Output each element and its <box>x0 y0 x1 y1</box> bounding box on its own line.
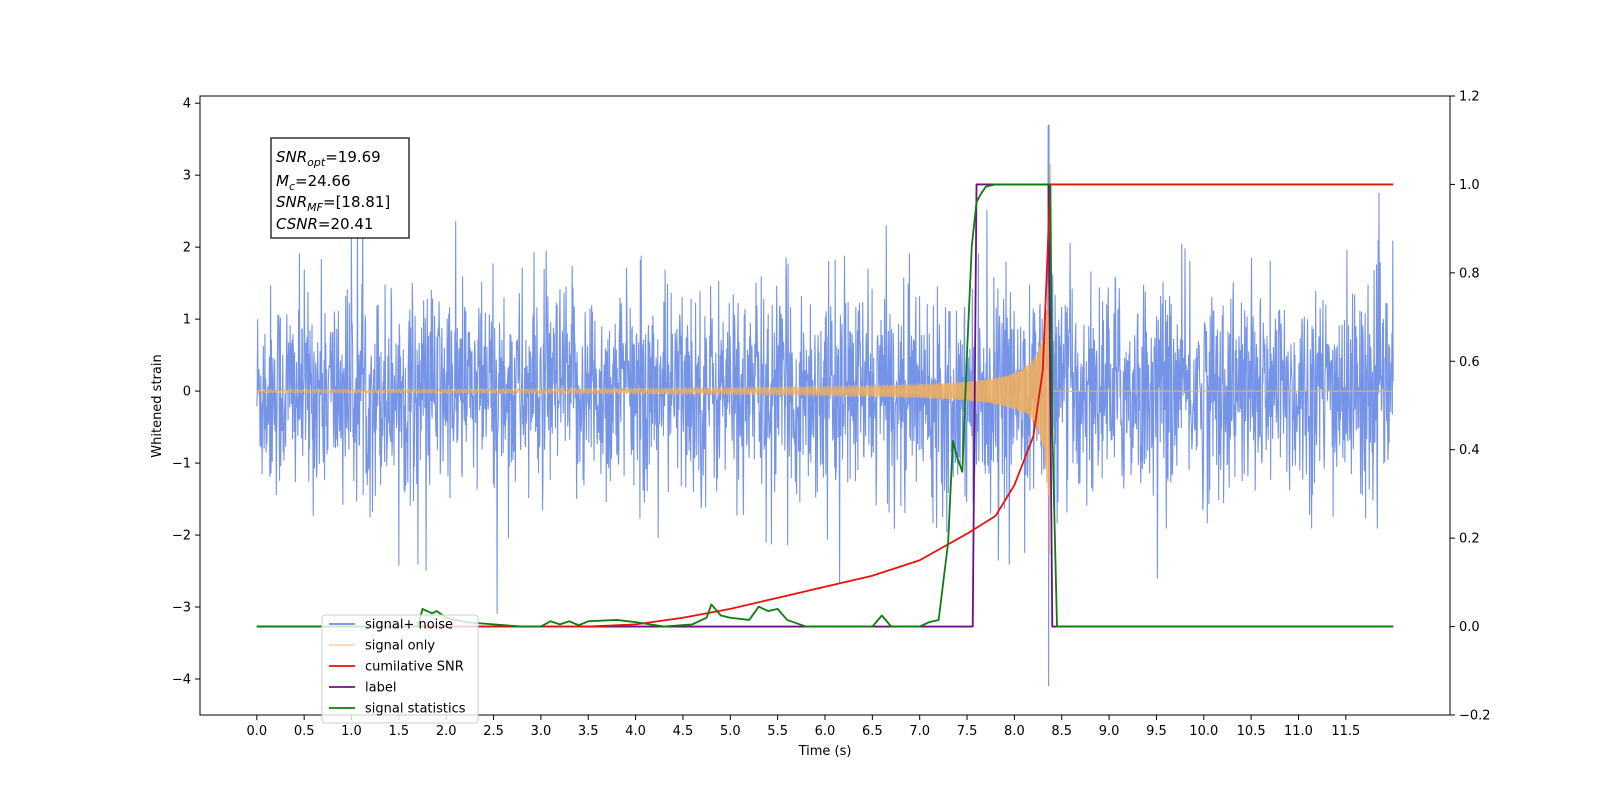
y-tick-label: 1 <box>183 313 191 328</box>
series-layer <box>256 124 1394 687</box>
x-tick-label: 4.0 <box>625 724 646 739</box>
y2-tick-label: 1.2 <box>1459 90 1480 105</box>
y-tick-label: −2 <box>172 529 191 544</box>
x-tick-label: 6.5 <box>862 724 883 739</box>
y-tick-label: 4 <box>183 97 191 112</box>
x-tick-label: 8.0 <box>1004 724 1025 739</box>
annotation-snr-mf: SNRMF=[18.81] <box>276 193 390 214</box>
x-tick-label: 11.5 <box>1331 724 1360 739</box>
annotation-box: SNRopt=19.69 Mc=24.66 SNRMF=[18.81] CSNR… <box>270 137 410 239</box>
x-tick-label: 5.0 <box>720 724 741 739</box>
x-tick-label: 5.5 <box>767 724 788 739</box>
y-axis-left: 4 3 2 1 0 −1 −2 −3 −4 <box>172 97 200 688</box>
x-tick-label: 9.0 <box>1099 724 1120 739</box>
y2-tick-label: 0.0 <box>1459 620 1480 635</box>
x-tick-label: 10.0 <box>1189 724 1218 739</box>
y2-tick-label: −0.2 <box>1459 709 1491 724</box>
annotation-frame <box>270 137 410 239</box>
y-tick-label: 3 <box>183 169 191 184</box>
x-tick-label: 1.5 <box>389 724 410 739</box>
x-tick-label: 10.5 <box>1237 724 1266 739</box>
y2-tick-label: 0.6 <box>1459 355 1480 370</box>
x-tick-label: 9.5 <box>1146 724 1167 739</box>
y-tick-label: 0 <box>183 385 191 400</box>
legend-label: signal statistics <box>365 702 466 717</box>
y-tick-label: 2 <box>183 241 191 256</box>
y-axis-label: Whitened strain <box>150 354 165 457</box>
legend-label: cumilative SNR <box>365 660 464 675</box>
annotation-snr-opt: SNRopt=19.69 <box>276 148 381 169</box>
y2-tick-label: 0.2 <box>1459 532 1480 547</box>
x-tick-label: 2.0 <box>436 724 457 739</box>
x-axis-label: Time (s) <box>798 744 852 759</box>
x-tick-label: 1.0 <box>341 724 362 739</box>
series-signal-statistics-line <box>256 183 1394 628</box>
plot-area <box>256 124 1394 687</box>
y2-tick-label: 0.8 <box>1459 266 1480 281</box>
x-tick-label: 0.5 <box>294 724 315 739</box>
legend-label: label <box>365 681 396 696</box>
x-tick-label: 2.5 <box>483 724 504 739</box>
annotation-mc: Mc=24.66 <box>276 172 351 193</box>
legend-label: signal only <box>365 639 435 654</box>
y-tick-label: −1 <box>172 457 191 472</box>
legend-frame <box>321 614 479 724</box>
legend-label: signal+ noise <box>365 618 453 633</box>
x-axis: 0.0 0.5 1.0 1.5 2.0 2.5 3.0 3.5 4.0 4.5 5.0 5.5 6.0 6… <box>246 715 1360 739</box>
legend: signal+ noise signal only cumilative SNR la… <box>321 614 479 724</box>
x-tick-label: 7.5 <box>957 724 978 739</box>
x-tick-label: 3.0 <box>531 724 552 739</box>
y-tick-label: −3 <box>172 601 191 616</box>
y2-tick-label: 0.4 <box>1459 443 1480 458</box>
series-cumulative-snr-line <box>256 183 1394 628</box>
x-tick-label: 0.0 <box>246 724 267 739</box>
annotation-csnr: CSNR=20.41 <box>276 215 373 233</box>
y-axis-right: 1.2 1.0 0.8 0.6 0.4 0.2 0.0 −0.2 <box>1450 90 1491 724</box>
x-tick-label: 4.5 <box>673 724 694 739</box>
x-tick-label: 7.0 <box>909 724 930 739</box>
x-tick-label: 6.0 <box>815 724 836 739</box>
x-tick-label: 3.5 <box>578 724 599 739</box>
y2-tick-label: 1.0 <box>1459 178 1480 193</box>
x-tick-label: 11.0 <box>1284 724 1313 739</box>
series-signal-only-line <box>256 164 1394 555</box>
x-tick-label: 8.5 <box>1051 724 1072 739</box>
y-tick-label: −4 <box>172 673 191 688</box>
series-signal-plus-noise-line <box>256 124 1394 687</box>
